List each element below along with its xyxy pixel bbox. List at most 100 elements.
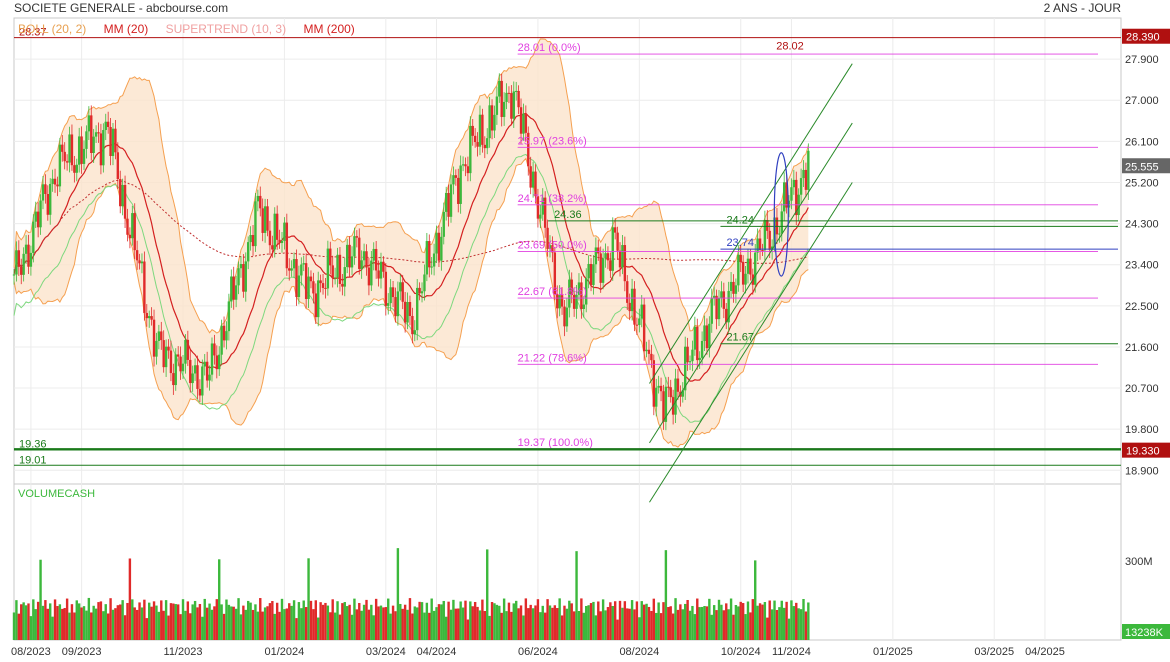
volume-bar (341, 603, 344, 640)
channel-line (649, 122, 853, 444)
volume-bar (473, 601, 477, 640)
volume-bar (416, 607, 419, 640)
candle-body (172, 373, 175, 386)
volume-bar (246, 600, 250, 640)
volume-bar (580, 598, 583, 640)
candle-body (763, 219, 767, 251)
candle-body (623, 245, 627, 282)
candle-body (278, 239, 281, 244)
volume-bar (710, 614, 713, 640)
volume-bar (413, 606, 416, 640)
volume-bar (568, 600, 571, 640)
volume-bar (792, 606, 796, 640)
candle-body (58, 144, 62, 187)
volume-bar (179, 614, 182, 640)
candle-body (29, 252, 33, 267)
candle-body (191, 373, 194, 384)
volume-bar (512, 603, 515, 640)
mm20-line (13, 112, 809, 382)
candle-body (696, 326, 699, 361)
volume-bar (377, 606, 380, 640)
candle-body (466, 166, 470, 174)
volume-bar (490, 602, 494, 640)
candle-body (401, 282, 404, 302)
volume-bar (778, 607, 781, 640)
volume-bar (582, 612, 585, 640)
volume-bar (751, 599, 755, 640)
volume-bar (283, 609, 286, 640)
volume-bar (572, 611, 576, 640)
volume-bar (399, 603, 402, 640)
volume-bar (469, 601, 472, 640)
bollinger-lower (13, 157, 809, 448)
candle-body (321, 283, 325, 288)
volume-bar (587, 605, 590, 640)
candle-body (478, 114, 482, 147)
y-axis: 18.900 19.800 20.700 21.600 22.500 23.400 24.3… (14, 54, 1159, 477)
candle-body (302, 263, 305, 265)
volume-bar (193, 600, 197, 640)
volume-bar (754, 560, 757, 640)
volume-bar (176, 604, 180, 640)
volume-bar (483, 611, 487, 640)
candle-body (275, 213, 279, 240)
candle-body (597, 247, 600, 254)
candle-body (543, 197, 547, 228)
candle-body (650, 353, 653, 361)
volume-bar (613, 601, 617, 640)
candle-body (510, 93, 513, 119)
volume-bar (461, 607, 465, 640)
volume-bar (297, 602, 301, 640)
candle-body (268, 230, 272, 246)
volume-bar (295, 618, 298, 640)
volume-bar (237, 598, 240, 640)
volume-bar (423, 612, 426, 640)
candle-body (744, 273, 747, 285)
channel-line (649, 182, 853, 503)
volume-bar (502, 598, 506, 640)
volume-bar (787, 618, 791, 640)
candle-body (111, 128, 115, 157)
volume-bar (773, 600, 776, 640)
candle-body (782, 182, 786, 212)
volume-bar (70, 604, 74, 640)
candle-body (626, 281, 629, 303)
candle-body (246, 242, 250, 262)
candle-body (304, 263, 308, 299)
volume-bar (534, 605, 537, 640)
volume-bar (705, 606, 709, 640)
volume-bar (135, 609, 139, 640)
volume-bar (68, 612, 71, 640)
peak-label: 28.02 (776, 41, 804, 53)
y-tick-label: 27.900 (1125, 54, 1159, 66)
candle-body (331, 265, 334, 279)
candle-body (109, 127, 112, 157)
volume-bar (99, 601, 103, 640)
volume-bar (348, 604, 351, 640)
candle-body (640, 304, 643, 319)
candle-body (80, 136, 83, 164)
candle-body (507, 92, 511, 94)
volume-bar (655, 612, 658, 640)
volume-bar (548, 605, 552, 640)
volume-bar (693, 614, 697, 640)
volume-bar (365, 599, 368, 640)
candle-body (729, 281, 733, 291)
volume-bar (389, 613, 392, 640)
candle-body (203, 361, 206, 367)
candle-body (51, 178, 54, 184)
candle-body (565, 307, 569, 327)
price-badge (1122, 442, 1170, 458)
candle-body (604, 253, 607, 259)
volume-bar (775, 609, 779, 640)
volume-bar (481, 599, 484, 640)
candle-body (210, 343, 214, 375)
candle-body (128, 234, 132, 239)
volume-bar (546, 599, 549, 640)
fibo-label: 21.22 (78.6%) (518, 352, 587, 364)
candle-body (65, 161, 69, 163)
volume-bar (536, 599, 540, 640)
candle-body (548, 245, 552, 249)
candle-body (461, 164, 465, 166)
candles (12, 73, 810, 431)
